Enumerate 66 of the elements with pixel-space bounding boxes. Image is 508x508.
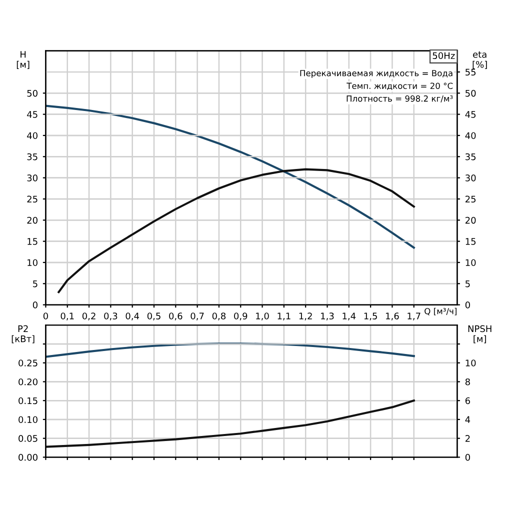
line-series [46,400,415,448]
annotation: Плотность = 998.2 кг/м³ [346,95,453,102]
y-tick-label: 0.15 [18,397,38,404]
x-tick-label: 1,3 [321,312,334,320]
annotation: Перекачиваемая жидкость = Вода [300,70,452,78]
y-tick-label: 20 [27,216,38,224]
y-tick-label: 0.25 [18,360,38,366]
y2-axis-title: NPSH [м] [468,325,492,344]
line-series [58,168,415,294]
y2-tick-label: 4 [465,416,470,423]
y-axis-title: P2 [кВт] [12,325,34,344]
y2-tick-label: 45 [465,111,476,118]
x-tick-label: 0,5 [147,312,160,320]
y2-tick-label: 55 [466,68,476,76]
x-tick-label: 1,5 [364,312,377,320]
x-tick-label: 0,3 [104,312,118,320]
y-tick-label: 15 [28,238,38,245]
x-tick-label: 1,6 [386,312,399,320]
y2-tick-label: 5 [466,280,470,288]
x-tick-label: 1,4 [342,312,356,320]
y2-tick-label: 20 [466,216,476,224]
line-series [46,342,415,358]
y2-tick-label: 30 [466,174,476,182]
y2-tick-label: 10 [466,360,476,366]
y-tick-label: 0.10 [18,416,38,424]
x-tick-label: 1,1 [278,312,290,320]
x-tick-label: 1,0 [256,312,269,320]
y-tick-label: 0.05 [18,435,38,442]
y2-tick-label: 40 [465,132,476,140]
y-tick-label: 35 [27,153,38,160]
y2-tick-label: 25 [466,196,476,203]
y2-tick-label: 8 [465,378,470,386]
y-tick-label: 25 [27,196,38,203]
x-tick-label: 0 [43,312,48,320]
y2-tick-label: 35 [466,153,476,160]
y-axis-title: H [м] [16,51,30,69]
y2-tick-label: 0 [465,454,470,461]
y-tick-label: 0.00 [18,454,38,461]
x-tick-label: 0,8 [212,312,226,320]
x-tick-label: 1,7 [408,312,420,320]
x-tick-label: 0,7 [190,312,204,320]
line-series [46,104,415,249]
y2-tick-label: 15 [466,238,476,245]
y-tick-label: 0 [32,302,38,308]
annotation: 50Hz [432,52,455,60]
y-tick-label: 5 [33,280,38,288]
y-tick-label: 30 [27,174,38,182]
x-tick-label: 0,4 [126,312,140,320]
x-tick-label: 1,2 [299,312,312,320]
y2-tick-label: 50 [466,90,476,97]
y-tick-label: 40 [27,132,38,140]
x-tick-label: 0,6 [169,312,182,320]
y2-axis-title: eta [%] [472,51,487,69]
x-tick-label: 0,1 [60,312,74,320]
y-tick-label: 50 [27,90,38,97]
y2-tick-label: 2 [466,435,470,442]
x-tick-label: 0,2 [82,312,96,320]
annotation: Темп. жидкости = 20 °C [346,82,453,90]
y2-tick-label: 0 [465,302,470,308]
y-tick-label: 0.20 [18,378,38,386]
y2-tick-label: 6 [465,397,470,404]
x-axis-title: Q [м³/ч] [424,308,456,316]
y-tick-label: 45 [27,111,38,118]
x-tick-label: 0,9 [234,312,248,320]
y-tick-label: 10 [28,259,38,266]
y2-tick-label: 10 [466,259,476,266]
